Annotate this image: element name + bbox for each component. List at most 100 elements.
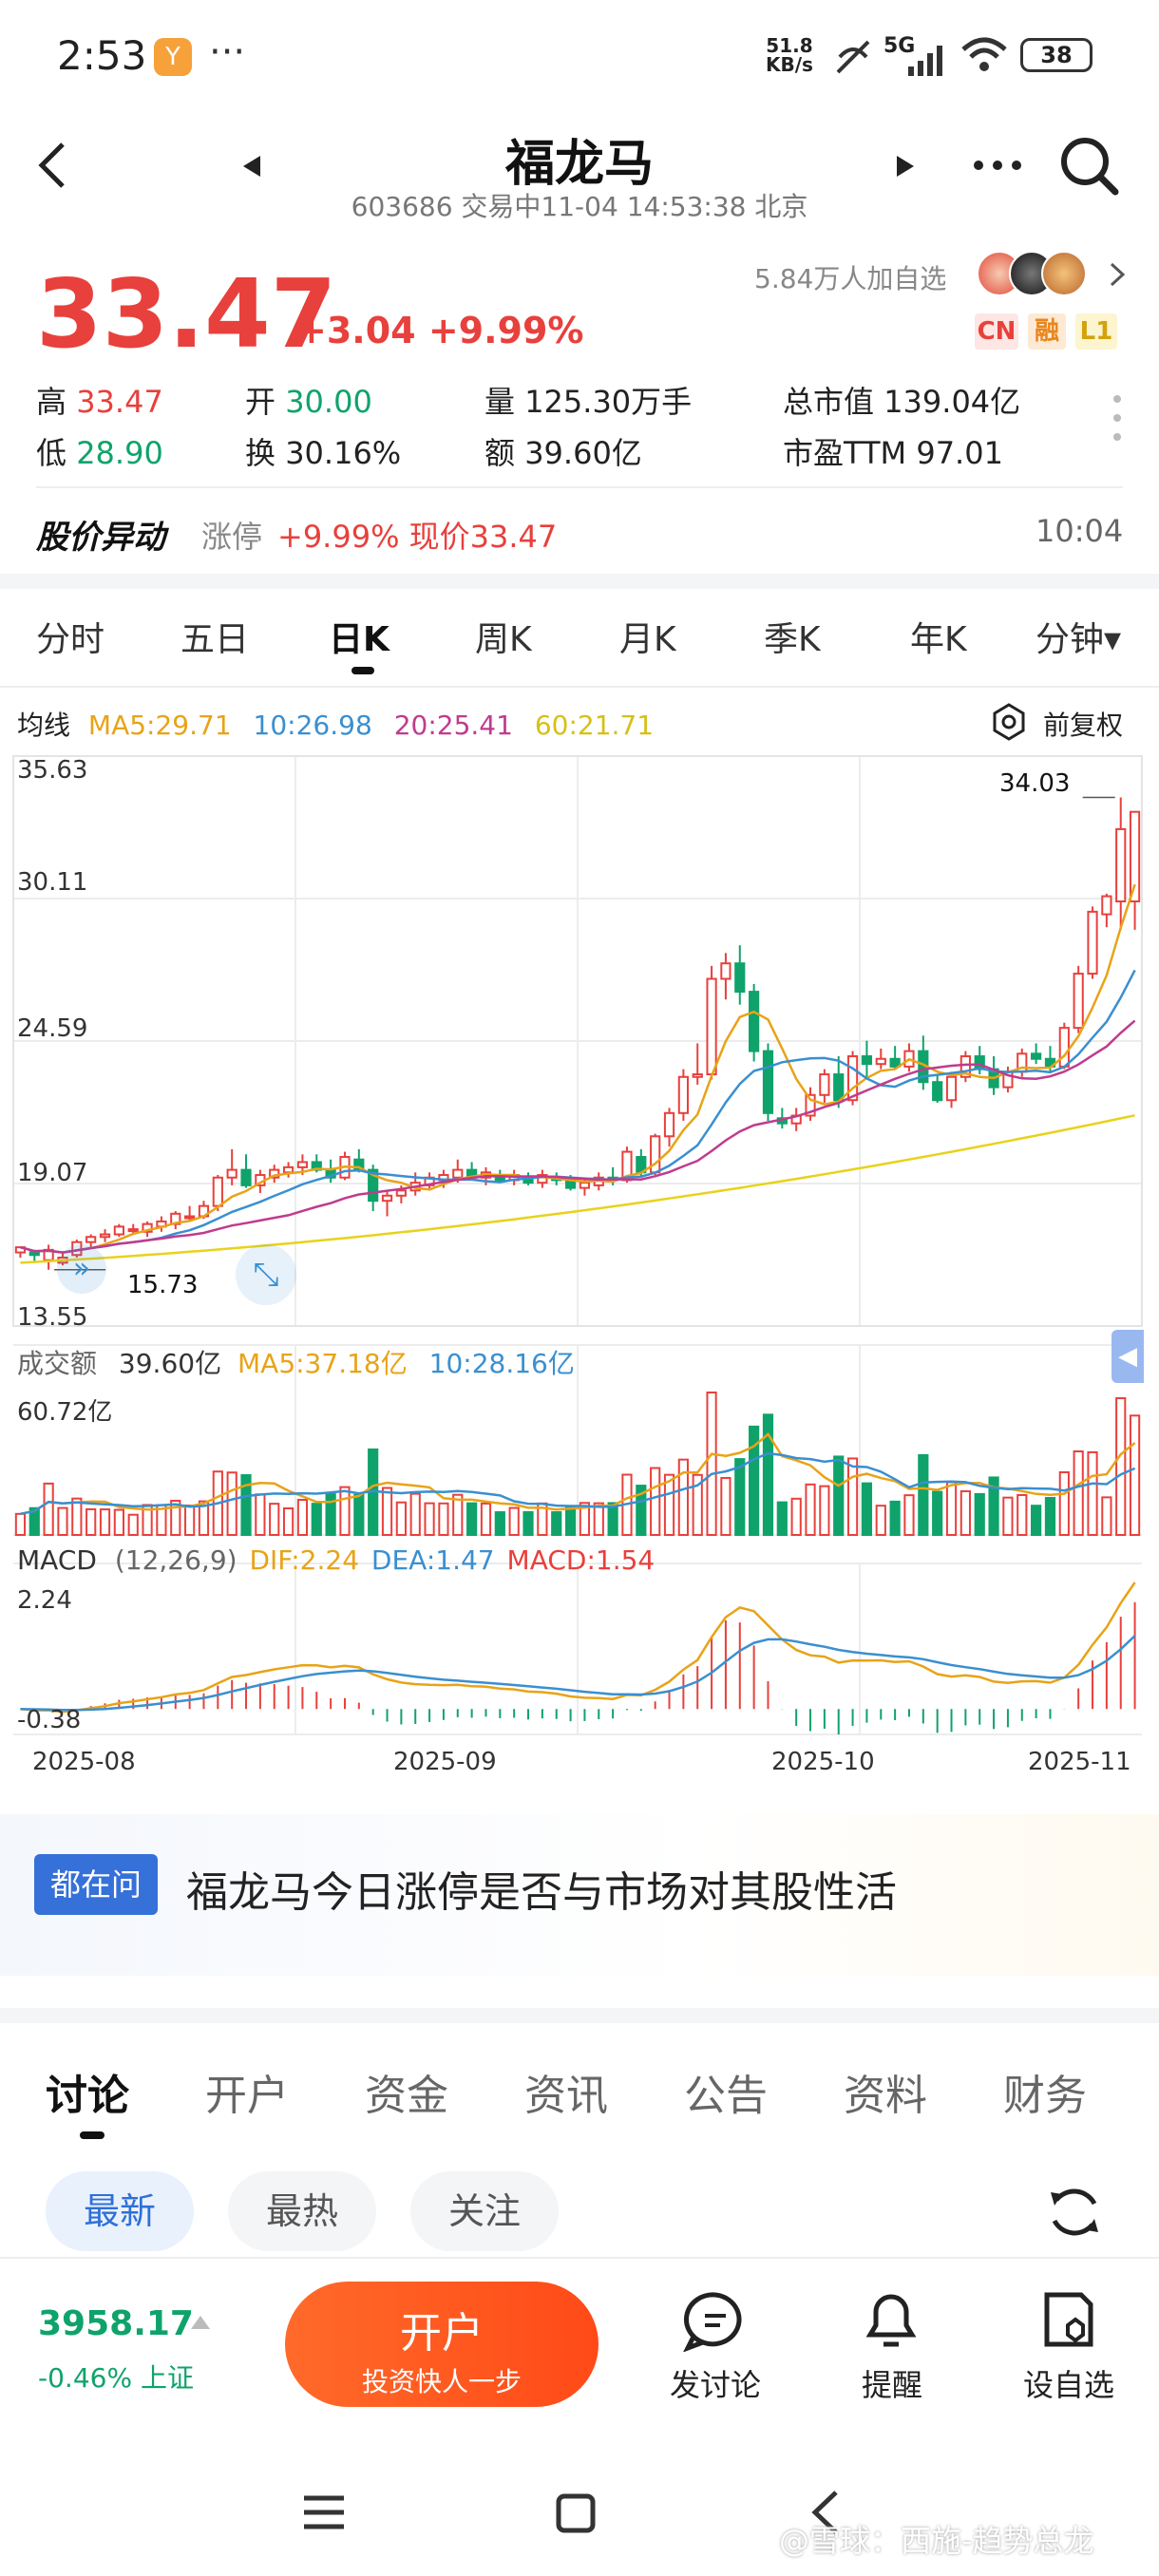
ma-label: 均线: [17, 710, 71, 741]
ma5-line: [20, 883, 1136, 1254]
stat-value: 33.47: [76, 384, 163, 420]
alert-detail[interactable]: +9.99% 现价33.47: [277, 519, 558, 555]
stat-label: 市盈TTM: [783, 435, 907, 471]
candle: [28, 1251, 40, 1257]
nav-back-icon[interactable]: [809, 2489, 840, 2536]
volume-panel: [14, 1392, 1141, 1537]
open-account-button[interactable]: 开户 投资快人一步: [285, 2282, 598, 2407]
tab-open-account[interactable]: 开户: [205, 2072, 289, 2120]
price-panel: [14, 796, 1141, 1271]
volume-bar: [932, 1490, 943, 1537]
collapse-left-icon[interactable]: »: [57, 1244, 106, 1294]
candle: [184, 1215, 196, 1220]
section-separator: [0, 574, 1159, 589]
candlestick-chart[interactable]: [0, 747, 1159, 1791]
ma20-value: 20:25.41: [393, 710, 513, 741]
add-watchlist-icon[interactable]: [1039, 2287, 1098, 2354]
macd-legend[interactable]: MACD (12,26,9) DIF:2.24 DEA:1.47 MACD:1.…: [17, 1544, 655, 1576]
price-adjust-toggle[interactable]: 前复权: [1043, 710, 1124, 741]
filter-latest[interactable]: 最新: [46, 2171, 194, 2251]
candle: [833, 1073, 845, 1102]
tab-daily-k[interactable]: 日K: [329, 620, 390, 659]
back-icon[interactable]: [34, 139, 72, 192]
volume-bar: [1044, 1496, 1056, 1536]
volume-bar: [846, 1457, 859, 1536]
stat-value: 39.60亿: [524, 435, 642, 471]
tab-intraday[interactable]: 分时: [36, 620, 105, 659]
refresh-icon[interactable]: [1045, 2183, 1104, 2242]
current-price: 33.47: [36, 258, 337, 369]
post-discussion-label[interactable]: 发讨论: [669, 2367, 761, 2403]
candle: [127, 1228, 139, 1233]
candle: [960, 1055, 971, 1078]
volume-ma10-line: [20, 1451, 1136, 1516]
holder-avatars[interactable]: [977, 251, 1087, 298]
next-stock-icon[interactable]: [895, 154, 916, 179]
index-change[interactable]: -0.46% 上证: [38, 2362, 194, 2394]
tab-financials[interactable]: 财务: [1003, 2072, 1087, 2120]
volume-legend[interactable]: 成交额 39.60亿 MA5:37.18亿 10:28.16亿: [17, 1343, 575, 1381]
macd-value: MACD:1.54: [506, 1544, 656, 1576]
menu-icon[interactable]: [302, 2492, 346, 2532]
post-discussion-icon[interactable]: [682, 2289, 749, 2352]
candle: [1031, 1052, 1042, 1060]
macd-params: (12,26,9): [114, 1544, 238, 1576]
volume-bar: [1087, 1450, 1098, 1537]
tab-monthly-k[interactable]: 月K: [619, 620, 676, 659]
index-value[interactable]: 3958.17: [38, 2304, 194, 2343]
tab-announcements[interactable]: 公告: [684, 2072, 768, 2120]
candle: [240, 1168, 252, 1186]
tab-weekly-k[interactable]: 周K: [475, 620, 532, 659]
reminder-label[interactable]: 提醒: [861, 2367, 922, 2403]
ma-legend[interactable]: 均线 MA5:29.71 10:26.98 20:25.41 60:21.71: [17, 705, 654, 743]
stat-amount: 额 39.60亿: [484, 429, 642, 473]
x-tick-label: 2025-11: [1028, 1748, 1131, 1776]
content-tabs: 讨论 开户 资金 资讯 公告 资料 财务: [0, 2061, 1159, 2139]
ask-question[interactable]: 福龙马今日涨停是否与市场对其股性活: [186, 1868, 897, 1917]
expand-fullscreen-icon[interactable]: ⤡: [236, 1244, 296, 1305]
tab-minute[interactable]: 分钟▾: [1036, 620, 1122, 659]
candle: [734, 962, 746, 994]
settings-gear-icon[interactable]: [990, 703, 1028, 741]
triangle-up-icon: [191, 2316, 210, 2329]
add-watchlist-label[interactable]: 设自选: [1022, 2367, 1114, 2403]
macd-dif: DIF:2.24: [249, 1544, 360, 1576]
volume-bar: [438, 1502, 449, 1536]
volume-bar: [889, 1500, 901, 1537]
bell-icon[interactable]: [861, 2287, 922, 2354]
volume-bar: [255, 1493, 266, 1537]
tab-quarterly-k[interactable]: 季K: [764, 620, 821, 659]
volume-bar: [706, 1392, 717, 1536]
ask-banner[interactable]: [0, 1814, 1159, 1976]
filter-hot[interactable]: 最热: [228, 2171, 376, 2251]
stat-low: 低 28.90: [36, 429, 163, 473]
tab-news[interactable]: 资讯: [524, 2072, 608, 2120]
tab-funds[interactable]: 资金: [365, 2072, 448, 2120]
search-icon[interactable]: [1058, 135, 1121, 198]
tab-five-day[interactable]: 五日: [180, 620, 250, 659]
panel-collapse-icon[interactable]: ◀: [1112, 1330, 1144, 1383]
tab-discussion[interactable]: 讨论: [46, 2072, 129, 2120]
volume-bar: [28, 1506, 40, 1536]
candle: [1129, 810, 1141, 902]
tab-profile[interactable]: 资料: [844, 2072, 927, 2120]
prev-stock-icon[interactable]: [241, 154, 262, 179]
candle: [762, 1050, 774, 1114]
home-icon[interactable]: [555, 2492, 597, 2534]
macd-bottom-label: -0.38: [17, 1706, 82, 1734]
watchlist-count[interactable]: 5.84万人加自选: [754, 263, 947, 294]
volume-bar: [1058, 1470, 1070, 1537]
filter-following[interactable]: 关注: [410, 2171, 559, 2251]
divider: [36, 486, 1123, 488]
more-icon[interactable]: [971, 158, 1024, 173]
high-annotation: 34.03: [999, 769, 1071, 798]
candle: [677, 1075, 689, 1114]
chevron-right-icon[interactable]: [1108, 260, 1127, 289]
vertical-more-icon[interactable]: [1110, 391, 1125, 445]
volume-bar: [14, 1512, 27, 1537]
tab-yearly-k[interactable]: 年K: [910, 620, 967, 659]
stock-name: 福龙马: [504, 136, 654, 193]
volume-bar: [282, 1506, 294, 1537]
volume-bar: [593, 1502, 604, 1537]
volume-bar: [988, 1476, 999, 1537]
